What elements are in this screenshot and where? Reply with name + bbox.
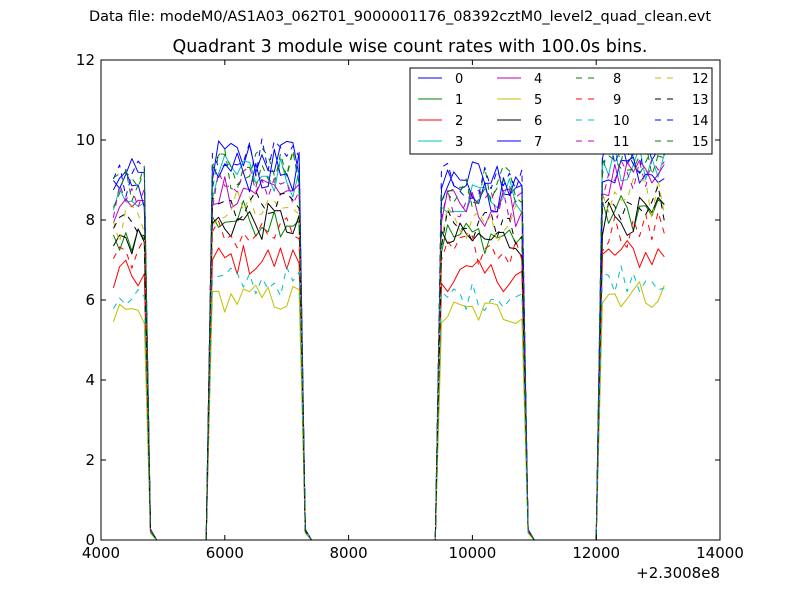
legend-label-7: 7 <box>534 135 542 150</box>
y-tick-label: 8 <box>85 211 95 229</box>
legend-label-9: 9 <box>613 93 621 108</box>
figure-suptitle: Data file: modeM0/AS1A03_062T01_90000011… <box>88 9 712 25</box>
legend-label-8: 8 <box>613 72 621 87</box>
axes-layer: 4000 6000 8000 10000 12000 14000024681012+2.3… <box>76 51 744 582</box>
y-tick-label: 6 <box>85 291 95 309</box>
chart-title: Quadrant 3 module wise count rates with … <box>172 37 648 57</box>
series-line-8 <box>112 133 665 541</box>
legend-label-2: 2 <box>455 114 463 129</box>
legend-label-5: 5 <box>534 93 542 108</box>
legend-label-1: 1 <box>455 93 463 108</box>
y-tick-label: 0 <box>85 531 95 549</box>
series-line-9 <box>112 211 665 541</box>
x-offset-label: +2.3008e8 <box>636 564 720 582</box>
series-line-2 <box>112 240 665 541</box>
series-line-11 <box>112 159 665 541</box>
x-tick-label: 12000 <box>572 544 620 562</box>
y-tick-label: 4 <box>85 371 95 389</box>
series-line-0 <box>113 128 665 541</box>
legend-label-10: 10 <box>613 114 630 129</box>
x-tick-label: 4000 <box>82 544 120 562</box>
x-tick-label: 14000 <box>696 544 744 562</box>
legend-label-11: 11 <box>613 135 630 150</box>
y-tick-label: 10 <box>76 131 95 149</box>
series-line-14 <box>112 128 665 541</box>
series-line-1 <box>112 195 665 541</box>
legend-label-15: 15 <box>692 135 709 150</box>
series-line-7 <box>112 148 665 541</box>
legend-label-0: 0 <box>455 72 463 87</box>
legend-label-12: 12 <box>692 72 709 87</box>
x-tick-label: 6000 <box>206 544 244 562</box>
y-tick-label: 2 <box>85 451 95 469</box>
series-line-15 <box>113 139 665 541</box>
x-tick-label: 8000 <box>330 544 368 562</box>
series-line-12 <box>112 178 665 541</box>
series-layer <box>112 128 665 541</box>
series-line-3 <box>112 146 665 541</box>
legend-label-3: 3 <box>455 135 463 150</box>
series-line-5 <box>112 281 665 541</box>
legend-box <box>409 67 713 155</box>
y-tick-label: 12 <box>76 51 95 69</box>
series-line-10 <box>112 265 665 541</box>
series-line-6 <box>112 196 665 541</box>
x-tick-label: 10000 <box>449 544 497 562</box>
series-line-13 <box>112 185 665 541</box>
legend-label-4: 4 <box>534 72 542 87</box>
legend-label-6: 6 <box>534 114 542 129</box>
legend-label-13: 13 <box>692 93 709 108</box>
series-line-4 <box>112 159 665 541</box>
legend-label-14: 14 <box>692 114 709 129</box>
